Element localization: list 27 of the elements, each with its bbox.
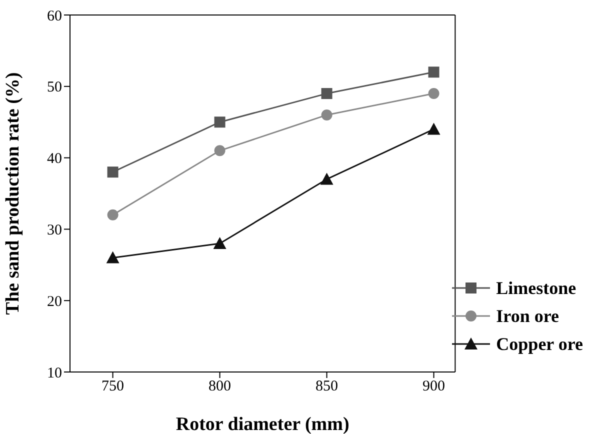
x-tick-label: 800 [208,378,232,395]
point [106,251,120,264]
x-tick-label: 900 [422,378,446,395]
point [214,145,226,156]
y-tick-label: 20 [47,294,62,310]
x-tick-label: 850 [316,378,338,395]
point [213,236,226,249]
x-axis-title: Rotor diameter (mm) [176,414,350,434]
y-tick-label: 10 [47,365,62,382]
point [107,166,118,178]
point [321,88,332,100]
y-axis-title: The sand production rate (%) [2,72,24,315]
point [321,109,332,120]
legend-label: Limestone [496,278,576,298]
point [214,116,226,128]
point [428,88,440,100]
y-tick-label: 30 [47,222,62,239]
point [320,172,334,185]
point [427,122,440,135]
point [428,66,440,78]
y-tick-label: 50 [47,80,62,96]
x-tick-label: 750 [102,378,124,395]
legend-label: Copper ore [496,334,583,354]
point [107,209,118,220]
y-tick-label: 40 [47,151,62,168]
legend-label: Iron ore [496,306,560,326]
y-tick-label: 60 [47,8,62,24]
